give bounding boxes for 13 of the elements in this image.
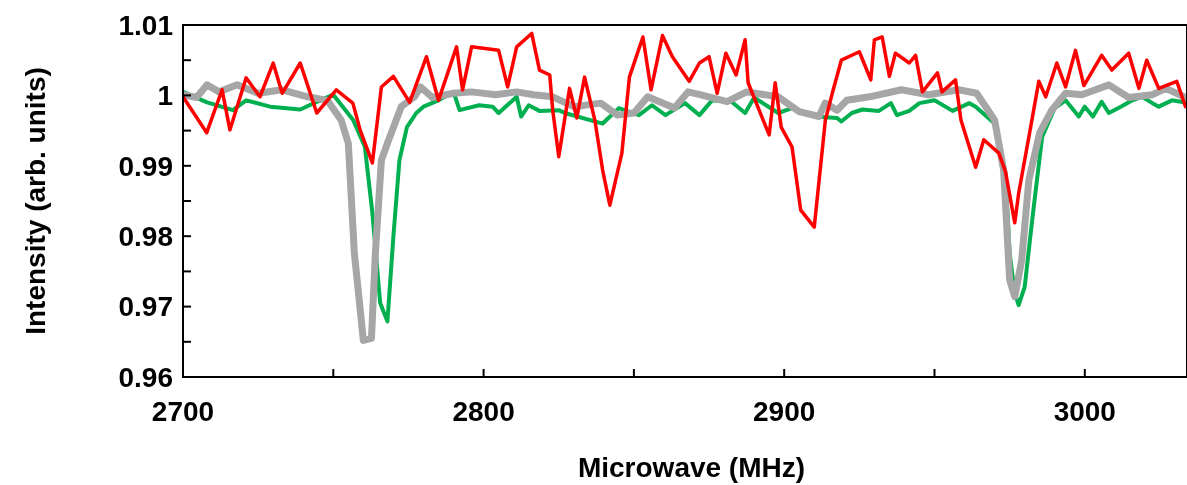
x-tick-label: 2900: [753, 396, 816, 427]
y-tick-label: 0.98: [118, 221, 173, 252]
x-tick-label: 2700: [151, 396, 215, 427]
y-tick-label: 0.96: [118, 361, 173, 393]
x-axis-title: Microwave (MHz): [577, 452, 806, 483]
line-series: [183, 31, 1187, 229]
y-tick-label: 1: [157, 80, 173, 112]
y-tick-label: 0.99: [118, 150, 173, 182]
x-tick-label: 2800: [452, 396, 515, 427]
y-tick-label: 0.97: [118, 291, 173, 323]
x-tick-label: 3000: [1053, 396, 1116, 427]
y-axis-title: Intensity (arb. units): [20, 67, 51, 335]
y-tick-label: 1.01: [118, 9, 173, 41]
